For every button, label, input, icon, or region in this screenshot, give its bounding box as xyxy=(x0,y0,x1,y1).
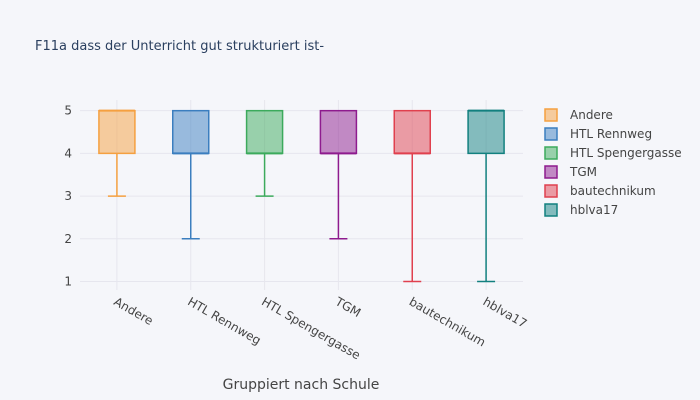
box-plot-3 xyxy=(319,109,358,240)
box-plot-2 xyxy=(245,109,284,197)
legend-item[interactable]: TGM xyxy=(544,165,597,179)
legend-label: HTL Spengergasse xyxy=(570,146,682,160)
legend-item[interactable]: hblva17 xyxy=(544,203,618,217)
box-plot-5 xyxy=(467,109,505,283)
y-tick-label: 2 xyxy=(64,232,72,246)
x-tick-label: Andere xyxy=(111,294,155,328)
box-iqr xyxy=(319,109,358,155)
box-layer xyxy=(98,109,505,283)
legend-swatch xyxy=(544,165,558,179)
box-iqr xyxy=(245,109,284,155)
legend-label: HTL Rennweg xyxy=(570,127,652,141)
legend-label: Andere xyxy=(570,108,613,122)
legend-swatch xyxy=(544,146,558,160)
legend-swatch xyxy=(544,203,558,217)
box-iqr xyxy=(393,109,431,155)
box-plot-1 xyxy=(172,109,210,240)
y-tick-label: 5 xyxy=(64,104,72,118)
box-iqr xyxy=(172,109,210,155)
box-iqr xyxy=(467,109,505,155)
y-tick-label: 1 xyxy=(64,274,72,288)
y-axis: 1 2 3 4 5 xyxy=(64,104,72,289)
y-tick-label: 4 xyxy=(64,146,72,160)
legend-swatch xyxy=(544,108,558,122)
legend-label: TGM xyxy=(569,165,597,179)
legend[interactable]: Andere HTL Rennweg HTL Spengergasse TGM baut… xyxy=(544,108,682,217)
legend-item[interactable]: bautechnikum xyxy=(544,184,656,198)
chart-title: F11a dass der Unterricht gut strukturier… xyxy=(35,39,324,54)
legend-item[interactable]: Andere xyxy=(544,108,613,122)
box-plot-4 xyxy=(393,109,431,283)
grid-layer xyxy=(80,100,523,290)
legend-item[interactable]: HTL Spengergasse xyxy=(544,146,682,160)
legend-label: hblva17 xyxy=(570,203,618,217)
box-plot-0 xyxy=(98,109,136,197)
x-axis-title: Gruppiert nach Schule xyxy=(223,377,380,393)
legend-swatch xyxy=(544,127,558,141)
x-tick-label: bautechnikum xyxy=(407,294,488,349)
x-tick-label: hblva17 xyxy=(481,294,530,330)
box-iqr xyxy=(98,109,136,155)
legend-item[interactable]: HTL Rennweg xyxy=(544,127,652,141)
legend-swatch xyxy=(544,184,558,198)
y-tick-label: 3 xyxy=(64,189,72,203)
x-tick-label: HTL Rennweg xyxy=(185,294,263,347)
x-tick-label: TGM xyxy=(332,294,363,320)
legend-label: bautechnikum xyxy=(570,184,656,198)
